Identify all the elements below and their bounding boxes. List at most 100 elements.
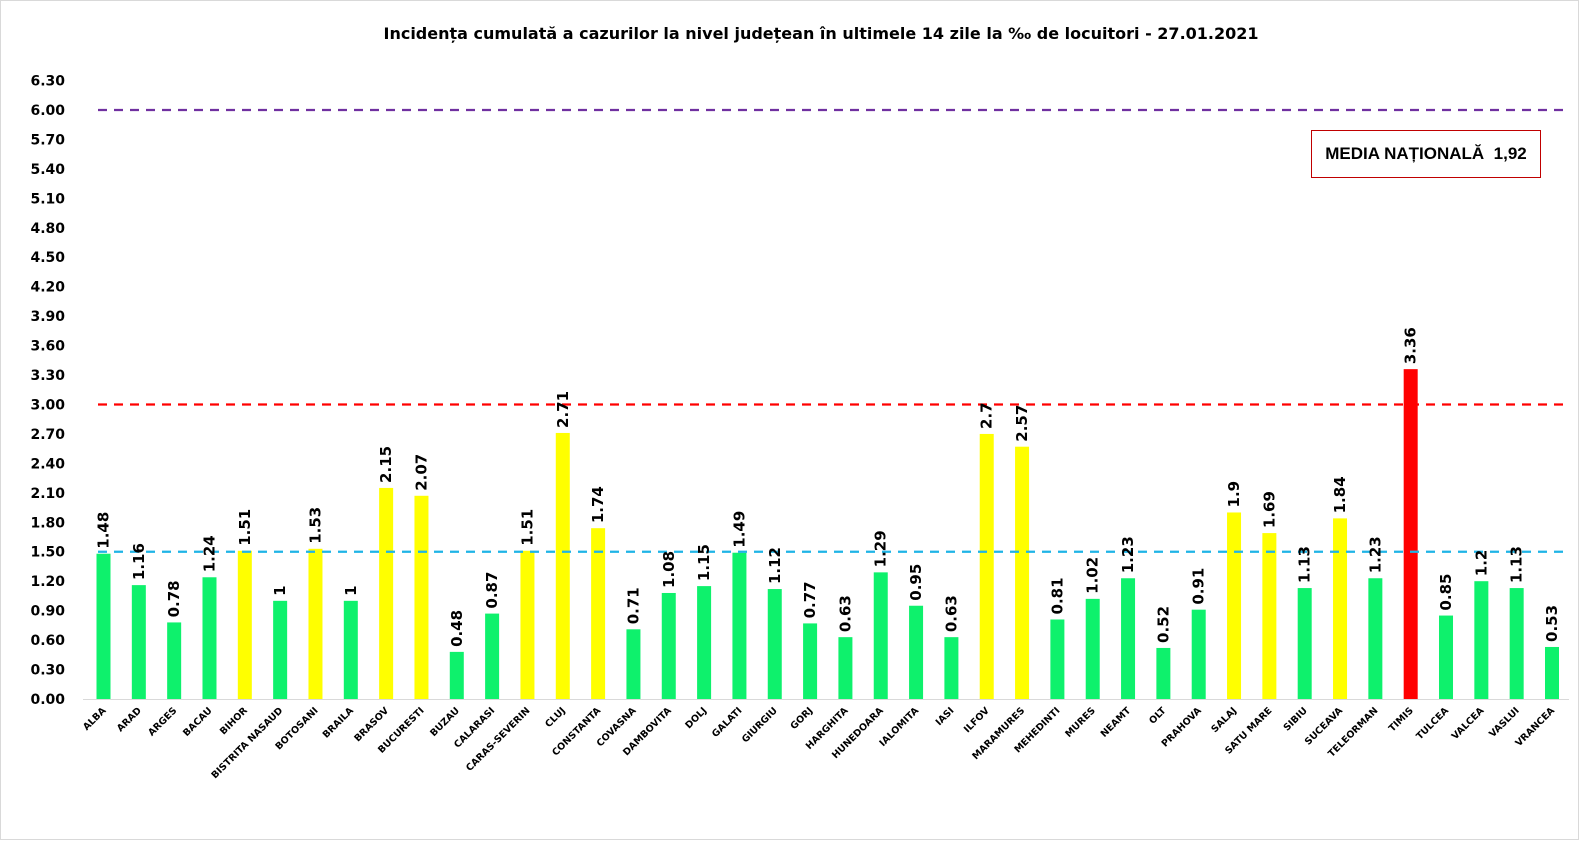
bar-mehedinti xyxy=(1050,619,1065,699)
data-label: 2.15 xyxy=(377,446,395,483)
data-label: 1.51 xyxy=(236,509,254,546)
x-tick-label: ILFOV xyxy=(962,705,992,735)
data-label: 1.08 xyxy=(660,551,678,588)
bar-timis xyxy=(1403,369,1418,699)
data-label: 0.78 xyxy=(165,580,183,617)
x-tick-label: BRAILA xyxy=(321,705,357,741)
x-tick-label: IASI xyxy=(934,705,957,728)
y-tick-label: 2.10 xyxy=(30,486,65,502)
bar-bihor xyxy=(237,550,252,699)
y-tick-label: 6.00 xyxy=(30,103,65,119)
bar-tulcea xyxy=(1439,615,1454,699)
y-tick-label: 1.50 xyxy=(30,545,65,561)
bar-olt xyxy=(1156,647,1171,699)
y-tick-label: 4.50 xyxy=(30,250,65,266)
bar-prahova xyxy=(1191,609,1206,699)
data-label: 1.13 xyxy=(1296,546,1314,583)
data-label: 1 xyxy=(342,585,360,595)
y-tick-label: 5.70 xyxy=(30,132,65,148)
x-tick-label: BIHOR xyxy=(218,705,250,737)
data-label: 1.48 xyxy=(95,512,113,549)
bars xyxy=(96,369,1559,699)
y-tick-label: 0.90 xyxy=(30,604,65,620)
bar-neamt xyxy=(1121,578,1136,699)
data-label: 1.69 xyxy=(1260,491,1278,528)
national-average-box: MEDIA NAȚIONALĂ 1,92 xyxy=(1311,130,1541,178)
bar-caras-severin xyxy=(520,550,535,699)
bar-bucuresti xyxy=(414,495,429,699)
x-tick-label: CARAS-SEVERIN xyxy=(464,705,532,773)
x-tick-label: GALATI xyxy=(710,705,745,740)
data-label: 0.52 xyxy=(1154,606,1172,643)
data-label: 0.63 xyxy=(836,595,854,632)
data-label: 1.12 xyxy=(766,547,784,584)
x-tick-label: TULCEA xyxy=(1414,705,1451,742)
data-label: 0.87 xyxy=(483,572,501,609)
bar-gorj xyxy=(803,623,818,699)
national-average-spacer xyxy=(1484,144,1493,164)
data-label: 1.29 xyxy=(872,530,890,567)
y-tick-label: 2.40 xyxy=(30,456,65,472)
data-labels: 1.48 1.16 0.78 1.24 1.51 1 1.53 1 2.15 2.07 0.48 0.… xyxy=(95,327,1562,647)
y-tick-label: 5.10 xyxy=(30,191,65,207)
data-label: 1.9 xyxy=(1225,481,1243,508)
x-tick-label: ARAD xyxy=(115,705,144,734)
x-tick-label: GORJ xyxy=(789,705,816,732)
bar-galati xyxy=(732,552,747,699)
y-tick-label: 4.80 xyxy=(30,221,65,237)
x-tick-label: ARGES xyxy=(146,705,179,738)
y-tick-label: 4.20 xyxy=(30,280,65,296)
data-label: 0.95 xyxy=(907,564,925,601)
x-tick-label: DOLJ xyxy=(683,705,709,731)
bar-alba xyxy=(96,553,111,699)
bar-braila xyxy=(343,600,358,699)
x-tick-label: CLUJ xyxy=(543,705,568,730)
x-tick-label: VALCEA xyxy=(1450,705,1487,742)
threshold-lines xyxy=(98,108,1569,553)
x-tick-label: MURES xyxy=(1063,705,1098,740)
x-tick-label: BUZAU xyxy=(428,705,462,739)
bar-dolj xyxy=(697,586,712,699)
y-tick-label: 0.30 xyxy=(30,663,65,679)
y-tick-label: 3.30 xyxy=(30,368,65,384)
data-label: 1 xyxy=(271,585,289,595)
bar-bistrita-nasaud xyxy=(273,600,288,699)
data-label: 1.53 xyxy=(306,507,324,544)
data-label: 1.02 xyxy=(1084,557,1102,594)
y-tick-label: 0.00 xyxy=(30,692,65,708)
bar-hunedoara xyxy=(873,572,888,699)
data-label: 1.2 xyxy=(1472,550,1490,577)
bar-arges xyxy=(167,622,182,699)
x-tick-label: BACAU xyxy=(181,705,214,738)
y-tick-label: 3.60 xyxy=(30,339,65,355)
bar-calarasi xyxy=(485,613,500,699)
data-label: 1.16 xyxy=(130,543,148,580)
data-label: 2.07 xyxy=(412,454,430,491)
bar-vaslui xyxy=(1509,588,1524,699)
bar-suceava xyxy=(1333,518,1348,699)
data-label: 1.84 xyxy=(1331,476,1349,513)
bar-arad xyxy=(131,585,146,699)
bar-bacau xyxy=(202,577,217,699)
y-tick-label: 3.90 xyxy=(30,309,65,325)
bar-satu-mare xyxy=(1262,533,1277,699)
bar-ialomita xyxy=(909,605,924,699)
data-label: 1.13 xyxy=(1508,546,1526,583)
y-tick-label: 0.60 xyxy=(30,633,65,649)
data-label: 0.81 xyxy=(1048,577,1066,614)
data-label: 0.63 xyxy=(942,595,960,632)
bar-botosani xyxy=(308,548,323,699)
bar-mures xyxy=(1085,598,1100,699)
bar-teleorman xyxy=(1368,578,1383,699)
bar-sibiu xyxy=(1297,588,1312,699)
bar-harghita xyxy=(838,637,853,699)
bar-maramures xyxy=(1015,446,1030,699)
data-label: 1.23 xyxy=(1119,536,1137,573)
y-tick-label: 1.20 xyxy=(30,574,65,590)
data-label: 0.71 xyxy=(624,587,642,624)
y-tick-label: 5.40 xyxy=(30,162,65,178)
x-tick-label: TIMIS xyxy=(1387,705,1416,734)
bar-ilfov xyxy=(979,433,994,699)
